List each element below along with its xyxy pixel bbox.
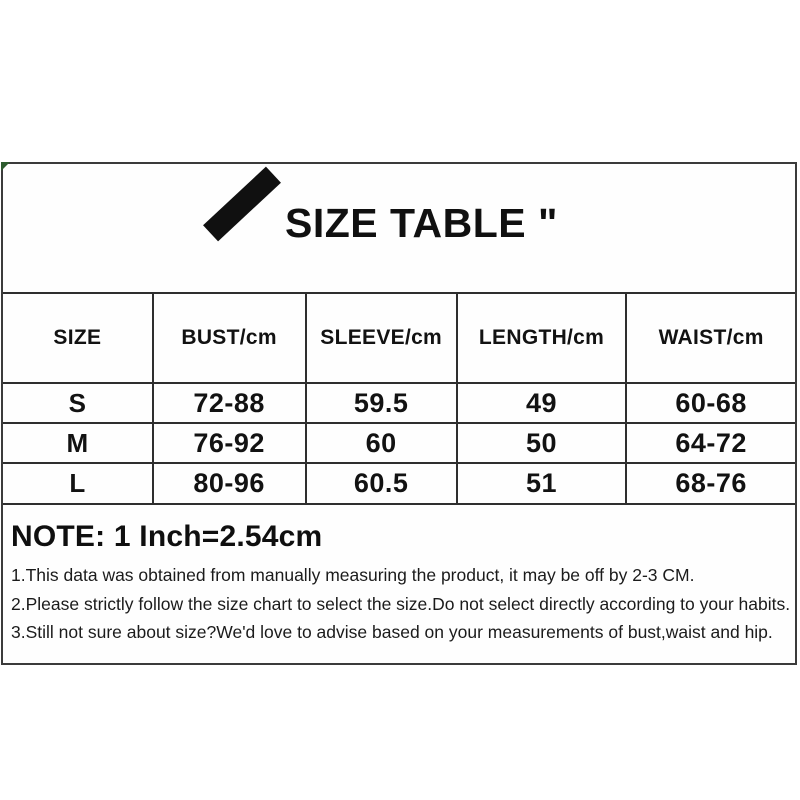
cell-bust-m: 76-92 (151, 422, 307, 464)
cell-bust-s: 72-88 (151, 382, 307, 424)
cell-sleeve-s: 59.5 (304, 382, 458, 424)
cell-size-s: S (2, 382, 154, 424)
size-table-wrap: SIZE BUST/cm SLEEVE/cm LENGTH/cm WAIST/c… (2, 292, 796, 505)
table-row: S 72-88 59.5 49 60-68 (2, 382, 796, 424)
cell-sleeve-m: 60 (304, 422, 458, 464)
marker-stroke-icon (203, 166, 281, 242)
cell-size-l: L (2, 462, 154, 504)
cell-waist-l: 68-76 (625, 462, 796, 504)
page-title: SIZE TABLE " (285, 200, 558, 246)
corner-artifact (1, 162, 10, 171)
table-header-row: SIZE BUST/cm SLEEVE/cm LENGTH/cm WAIST/c… (2, 293, 796, 384)
note-line-1: 1.This data was obtained from manually m… (11, 565, 695, 585)
cell-length-s: 49 (455, 382, 628, 424)
cell-bust-l: 80-96 (151, 462, 307, 504)
cell-size-m: M (2, 422, 154, 464)
header-cell-bust: BUST/cm (151, 293, 307, 384)
cell-waist-m: 64-72 (625, 422, 796, 464)
table-row: L 80-96 60.5 51 68-76 (2, 462, 796, 504)
notes-section: NOTE: 1 Inch=2.54cm 1.This data was obta… (3, 505, 795, 647)
cell-waist-s: 60-68 (625, 382, 796, 424)
header-cell-length: LENGTH/cm (455, 293, 628, 384)
header-cell-size: SIZE (2, 293, 154, 384)
table-row: M 76-92 60 50 64-72 (2, 422, 796, 464)
header-cell-waist: WAIST/cm (625, 293, 796, 384)
header-cell-sleeve: SLEEVE/cm (304, 293, 458, 384)
note-heading: NOTE: 1 Inch=2.54cm (11, 520, 323, 553)
cell-sleeve-l: 60.5 (304, 462, 458, 504)
cell-length-l: 51 (455, 462, 628, 504)
size-table: SIZE BUST/cm SLEEVE/cm LENGTH/cm WAIST/c… (2, 293, 796, 504)
note-list: 1.This data was obtained from manually m… (11, 561, 791, 647)
note-line-3: 3.Still not sure about size?We'd love to… (11, 622, 773, 642)
note-line-2: 2.Please strictly follow the size chart … (11, 593, 791, 614)
size-chart-panel: SIZE TABLE " SIZE BUST/cm SLEEVE/cm LENG… (1, 162, 797, 665)
title-section: SIZE TABLE " (3, 164, 795, 292)
cell-length-m: 50 (455, 422, 628, 464)
